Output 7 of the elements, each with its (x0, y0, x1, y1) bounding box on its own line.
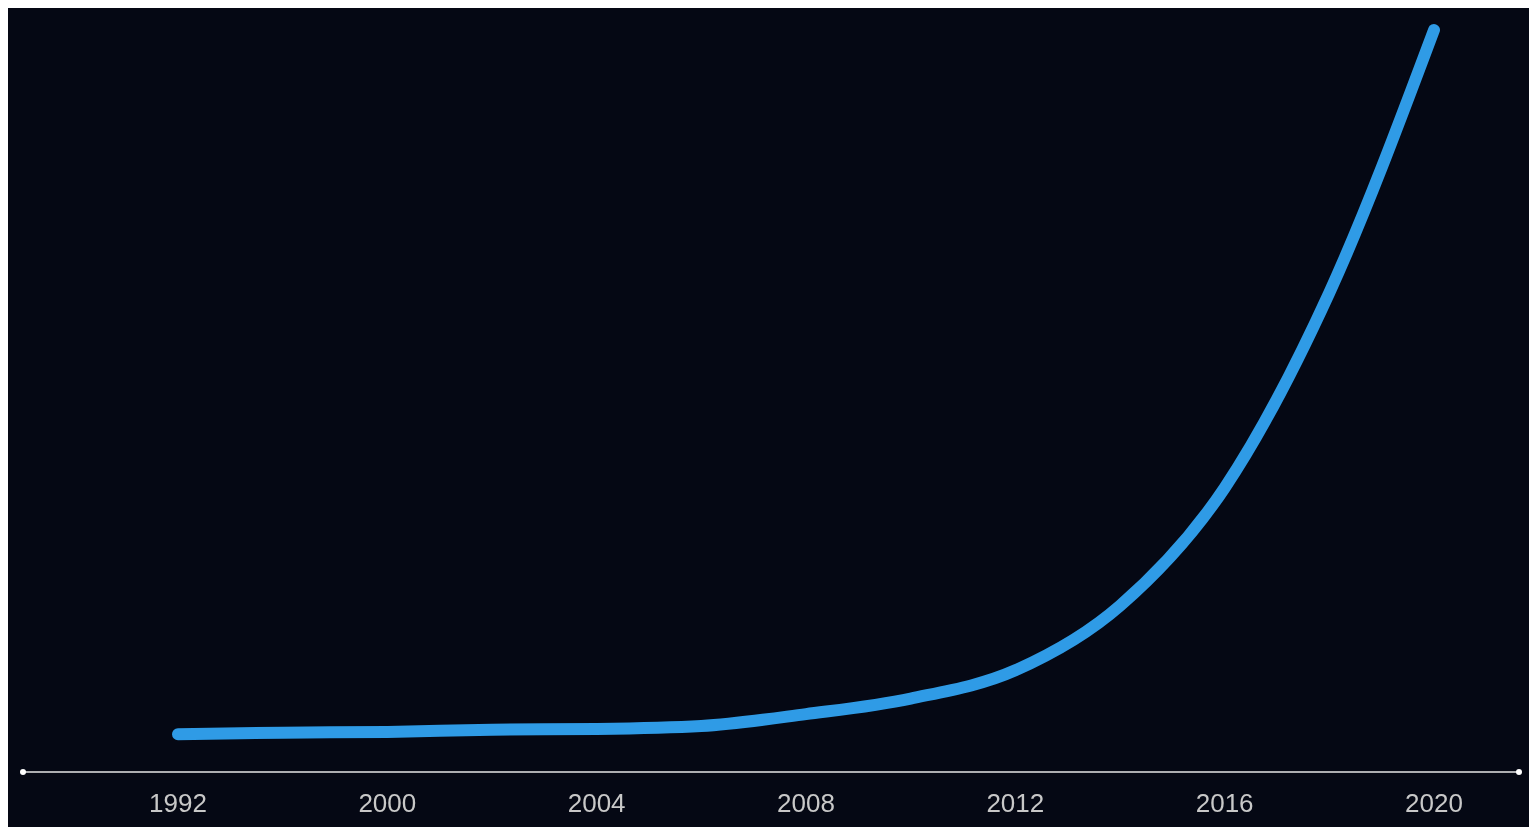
x-tick-label: 2000 (358, 788, 417, 818)
x-tick-label: 2004 (567, 788, 626, 818)
x-tick-label: 2008 (777, 788, 835, 818)
x-tick-label: 2016 (1195, 788, 1254, 818)
x-tick-label: 2012 (986, 788, 1045, 818)
x-tick-label: 2020 (1405, 788, 1463, 818)
x-tick-label: 1992 (149, 788, 207, 818)
